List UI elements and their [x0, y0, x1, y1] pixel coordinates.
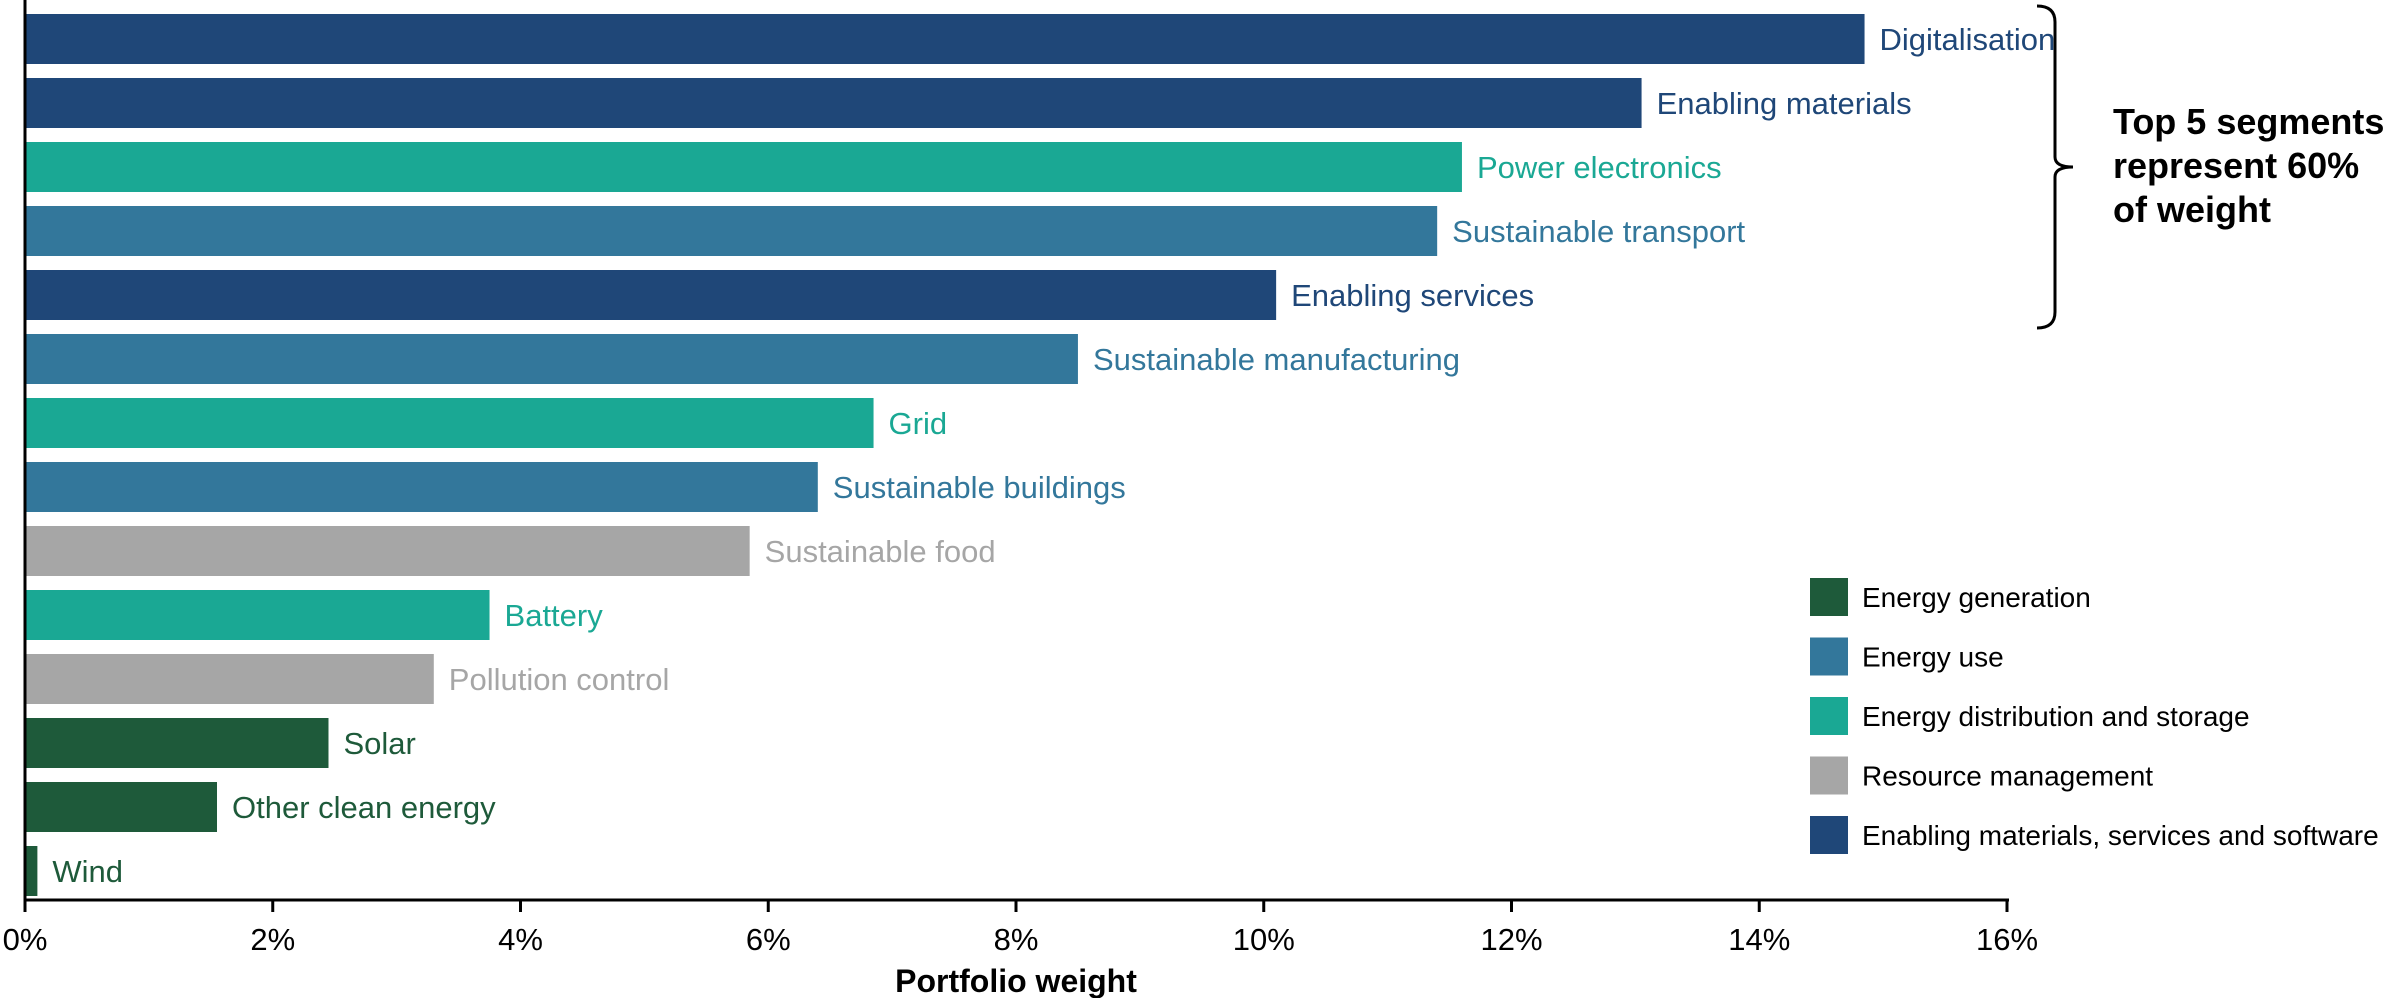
bar [25, 334, 1078, 384]
bar [25, 206, 1438, 256]
legend-label: Energy generation [1862, 582, 2091, 613]
bar-label: Other clean energy [232, 790, 496, 825]
bar [25, 14, 1865, 64]
bar-label: Power electronics [1477, 150, 1722, 185]
bar [25, 718, 329, 768]
legend-swatch [1810, 756, 1848, 795]
bar [25, 78, 1642, 128]
x-tick-label: 2% [250, 922, 295, 957]
x-tick-label: 8% [994, 922, 1039, 957]
bar-label: Sustainable food [765, 534, 996, 569]
bar [25, 846, 38, 896]
x-tick-label: 10% [1233, 922, 1295, 957]
bar [25, 526, 750, 576]
bar-label: Sustainable manufacturing [1093, 342, 1460, 377]
bar [25, 462, 818, 512]
bar-label: Battery [505, 598, 604, 633]
bar-label: Sustainable transport [1452, 214, 1745, 249]
top-segments-annotation: Top 5 segments represent 60% of weight [2113, 100, 2403, 232]
bar-label: Wind [52, 854, 123, 889]
legend-label: Enabling materials, services and softwar… [1862, 820, 2379, 851]
annotation-line: represent 60% [2113, 145, 2360, 186]
legend-swatch [1810, 697, 1848, 735]
legend-label: Energy use [1862, 642, 2004, 673]
bar-label: Enabling materials [1657, 86, 1912, 121]
bar-label: Pollution control [449, 662, 670, 697]
x-tick-label: 14% [1728, 922, 1790, 957]
x-tick-label: 0% [3, 922, 48, 957]
bar [25, 398, 874, 448]
legend-swatch [1810, 578, 1848, 616]
bar-label: Grid [889, 406, 948, 441]
x-tick-label: 4% [498, 922, 543, 957]
bar [25, 654, 434, 704]
x-tick-label: 6% [746, 922, 791, 957]
legend-swatch [1810, 637, 1848, 676]
bar [25, 270, 1277, 320]
x-tick-label: 12% [1480, 922, 1542, 957]
annotation-line: of weight [2113, 189, 2271, 230]
bracket [2036, 4, 2074, 330]
bar-label: Sustainable buildings [833, 470, 1126, 505]
bar [25, 142, 1462, 192]
annotation-line: Top 5 segments [2113, 101, 2385, 142]
x-axis-title: Portfolio weight [895, 963, 1137, 998]
bar-label: Digitalisation [1880, 22, 2056, 57]
legend-swatch [1810, 816, 1848, 854]
legend-label: Energy distribution and storage [1862, 701, 2250, 732]
bar [25, 782, 218, 832]
bar-label: Enabling services [1291, 278, 1534, 313]
bar-label: Solar [343, 726, 415, 761]
legend-label: Resource management [1862, 761, 2153, 792]
bar [25, 590, 490, 640]
x-tick-label: 16% [1976, 922, 2038, 957]
